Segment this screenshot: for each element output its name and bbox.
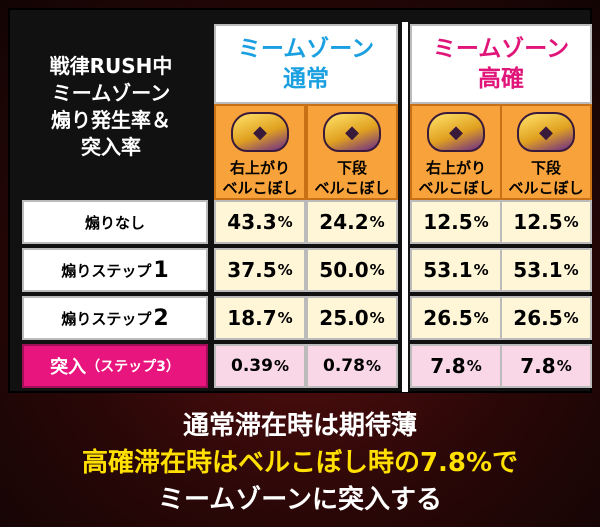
zone-normal-state: 通常 xyxy=(283,66,329,92)
character-icon: ◆ xyxy=(231,112,289,152)
table-cell: 53.1% xyxy=(500,248,592,292)
rate-table-panel: 戦律RUSH中 ミームゾーン 煽り発生率＆ 突入率 ミームゾーン 通常 ミームゾ… xyxy=(8,8,592,393)
table-cell: 37.5% xyxy=(214,248,306,292)
character-icon: ◆ xyxy=(323,112,381,152)
zone-normal-header: ミームゾーン 通常 xyxy=(214,24,398,104)
zone-normal-name: ミームゾーン xyxy=(237,36,375,62)
title-line-3: 煽り発生率＆ xyxy=(51,107,171,132)
table-cell: 12.5% xyxy=(410,200,502,244)
character-icon: ◆ xyxy=(427,112,485,152)
table-cell: 53.1% xyxy=(410,248,502,292)
table-cell: 0.39% xyxy=(214,344,306,388)
row-label-step1: 煽りステップ 1 xyxy=(22,248,208,292)
column-label-line2: ベルこぼし xyxy=(314,179,390,197)
zone-divider xyxy=(402,22,408,392)
table-cell: 18.7% xyxy=(214,296,306,340)
summary-text: 通常滞在時は期待薄 高確滞在時はベルこぼし時の7.8%で ミームゾーンに突入する xyxy=(0,400,600,527)
row-label-no-aori: 煽りなし xyxy=(22,200,208,244)
table-cell: 26.5% xyxy=(410,296,502,340)
summary-line-2: 高確滞在時はベルこぼし時の7.8%で xyxy=(81,448,519,478)
column-label-line2: ベルこぼし xyxy=(508,179,584,197)
table-cell: 25.0% xyxy=(306,296,398,340)
table-title: 戦律RUSH中 ミームゾーン 煽り発生率＆ 突入率 xyxy=(22,24,200,189)
row-label-entry: 突入 （ステップ3） xyxy=(22,344,208,388)
table-cell: 7.8% xyxy=(500,344,592,388)
summary-line-1: 通常滞在時は期待薄 xyxy=(182,411,417,441)
title-line-2: ミームゾーン xyxy=(51,80,171,105)
title-line-4: 突入率 xyxy=(81,134,141,159)
summary-line-3: ミームゾーンに突入する xyxy=(158,485,442,515)
column-label-line1: 右上がり xyxy=(229,159,290,177)
column-header-high-lower: ◆ 下段 ベルこぼし xyxy=(500,104,592,200)
column-header-normal-rising: ◆ 右上がり ベルこぼし xyxy=(214,104,306,200)
table-cell: 12.5% xyxy=(500,200,592,244)
column-label-line2: ベルこぼし xyxy=(222,179,298,197)
column-header-normal-lower: ◆ 下段 ベルこぼし xyxy=(306,104,398,200)
column-label-line1: 下段 xyxy=(530,159,561,177)
title-line-1: 戦律RUSH中 xyxy=(49,53,173,78)
zone-high-name: ミームゾーン xyxy=(432,36,570,62)
table-cell: 7.8% xyxy=(410,344,502,388)
row-label-step2: 煽りステップ 2 xyxy=(22,296,208,340)
table-cell: 50.0% xyxy=(306,248,398,292)
column-label-line2: ベルこぼし xyxy=(418,179,494,197)
table-cell: 43.3% xyxy=(214,200,306,244)
zone-high-state: 高確 xyxy=(478,66,524,92)
table-cell: 0.78% xyxy=(306,344,398,388)
zone-high-header: ミームゾーン 高確 xyxy=(410,24,592,104)
table-cell: 26.5% xyxy=(500,296,592,340)
character-icon: ◆ xyxy=(517,112,575,152)
column-label-line1: 右上がり xyxy=(425,159,486,177)
column-header-high-rising: ◆ 右上がり ベルこぼし xyxy=(410,104,502,200)
column-label-line1: 下段 xyxy=(336,159,367,177)
table-cell: 24.2% xyxy=(306,200,398,244)
